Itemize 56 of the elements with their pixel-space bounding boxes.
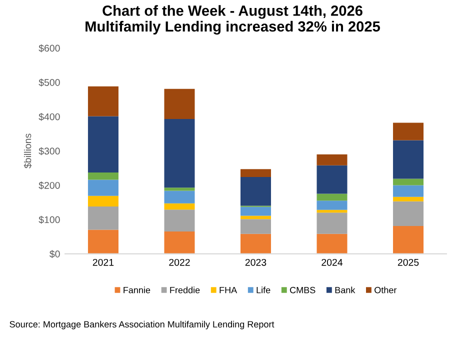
- chart-title: Chart of the Week - August 14th, 2026 Multifamily Lending increased 32% in 2025: [86, 5, 380, 35]
- bar: [240, 216, 271, 220]
- legend-label: Bank: [335, 286, 356, 294]
- x-tick-label: 2021: [92, 258, 114, 266]
- bar: [88, 180, 118, 196]
- bar: [164, 232, 195, 254]
- bar: [393, 122, 424, 140]
- bar: [393, 185, 424, 197]
- bar: [88, 196, 118, 206]
- x-tick-label: 2024: [322, 258, 343, 266]
- bar: [316, 194, 348, 201]
- y-tick-label: $400: [38, 112, 60, 121]
- bar: [88, 86, 118, 116]
- bar: [88, 116, 118, 173]
- x-tick-label: 2023: [245, 258, 266, 266]
- bar: [240, 219, 271, 234]
- y-tick-label: $300: [38, 147, 60, 156]
- legend-label: Life: [256, 286, 270, 294]
- bar: [316, 234, 348, 254]
- legend-label: Other: [374, 286, 397, 294]
- y-tick-label: $200: [38, 182, 60, 190]
- bar: [393, 140, 424, 179]
- x-tick-label: 2022: [169, 258, 190, 266]
- bar: [240, 234, 271, 254]
- y-tick-label: $500: [38, 78, 60, 87]
- source-note: Source: Mortgage Bankers Association Multifamily Lending Report: [10, 320, 274, 330]
- y-tick-label: $100: [38, 216, 60, 224]
- y-axis-title: $billions: [24, 134, 32, 168]
- bar: [88, 172, 118, 180]
- y-tick-label: $0: [50, 250, 60, 258]
- legend-label: CMBS: [290, 286, 316, 294]
- bar: [393, 178, 424, 186]
- bar: [88, 230, 118, 254]
- bar: [164, 210, 195, 232]
- bar: [393, 226, 424, 254]
- bar: [164, 88, 195, 120]
- bar: [240, 176, 271, 206]
- bar: [316, 154, 348, 166]
- legend-label: Fannie: [124, 286, 150, 294]
- bar: [164, 190, 195, 204]
- bar: [240, 206, 271, 216]
- legend-label: FHA: [220, 286, 238, 294]
- y-tick-label: $600: [38, 44, 60, 52]
- bar: [316, 200, 348, 210]
- bar: [88, 206, 118, 230]
- bar: [240, 169, 271, 177]
- legend-label: Freddie: [170, 286, 200, 294]
- bar: [164, 119, 195, 188]
- bar: [316, 212, 348, 234]
- bar: [393, 201, 424, 226]
- bar: [393, 196, 424, 202]
- x-tick-label: 2025: [398, 258, 419, 266]
- bar: [164, 188, 195, 191]
- bar: [316, 165, 348, 194]
- bar: [164, 203, 195, 210]
- bar: [316, 210, 348, 213]
